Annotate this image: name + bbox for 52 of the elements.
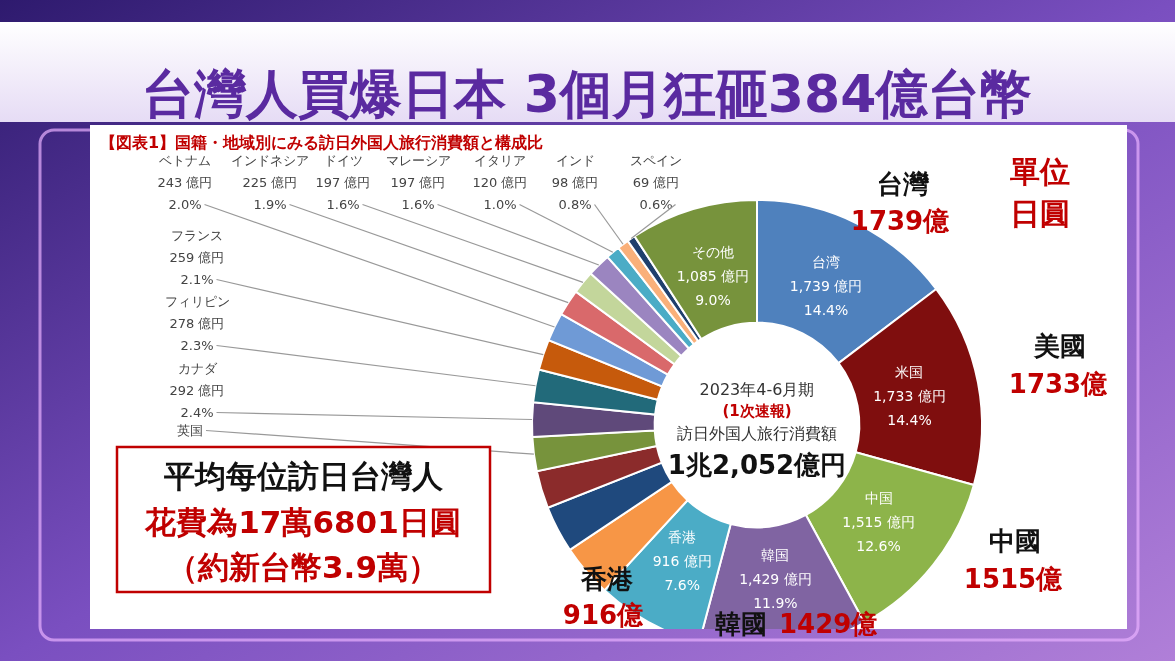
- data-label: 1,515 億円 12.6%: [842, 513, 915, 554]
- data-label: 120 億円 1.0%: [472, 175, 528, 212]
- slice-label: マレーシア: [385, 153, 451, 168]
- text: 日圓: [1010, 196, 1070, 231]
- slice-label: インドネシア: [231, 153, 309, 168]
- slice-label: カナダ: [177, 361, 218, 376]
- text: 美國: [1033, 331, 1086, 361]
- slice-label: ベトナム: [159, 153, 211, 168]
- text: 2023年4-6月期: [699, 380, 815, 399]
- text: 1733億: [1008, 369, 1109, 399]
- slice-label: スペイン: [630, 153, 682, 168]
- data-label: 916 億円 7.6%: [652, 553, 712, 594]
- chart-subtitle: 【図表1】国籍・地域別にみる訪日外国人旅行消費額と構成比: [100, 133, 544, 152]
- text: 1兆2,052億円: [667, 450, 847, 480]
- data-label: 1,733 億円 14.4%: [873, 387, 946, 428]
- chart-title: 台灣人買爆日本 3個月狂砸384億台幣: [141, 64, 1033, 124]
- text: 1515億: [963, 564, 1064, 594]
- text: 韓國: [715, 609, 767, 639]
- text: 台灣: [877, 169, 930, 199]
- data-label: 69 億円 0.6%: [632, 175, 680, 212]
- data-label: 225 億円 1.9%: [242, 175, 298, 212]
- text: 平均每位訪日台灣人: [162, 458, 444, 494]
- text: 916億: [562, 600, 645, 630]
- data-label: 98 億円 0.8%: [551, 175, 599, 212]
- slice-label: 中国: [864, 489, 893, 506]
- slice-label: 香港: [668, 529, 697, 546]
- slice-label: インド: [555, 153, 595, 168]
- slice-label: 韓国: [761, 547, 790, 564]
- data-label: 259 億円 2.1%: [169, 250, 225, 287]
- data-label: 243 億円 2.0%: [157, 175, 213, 212]
- data-label: 292 億円 2.4%: [169, 383, 225, 420]
- text: 訪日外国人旅行消費額: [677, 424, 837, 443]
- data-label: 197 億円 1.6%: [315, 175, 371, 212]
- slice-label: ドイツ: [323, 153, 363, 168]
- slice-label: フランス: [171, 228, 223, 243]
- data-label: 197 億円 1.6%: [390, 175, 446, 212]
- text: 花費為17萬6801日圓: [144, 504, 461, 540]
- text: 1739億: [850, 206, 951, 236]
- data-label: 1,085 億円 9.0%: [676, 268, 750, 309]
- slice-label: 英国: [177, 423, 203, 438]
- slice-label: 米国: [895, 363, 924, 380]
- text: （約新台幣3.9萬）: [167, 549, 439, 585]
- text: 中國: [989, 526, 1041, 556]
- data-label: 1,429 億円 11.9%: [739, 571, 812, 612]
- slice-label: フィリピン: [164, 294, 230, 309]
- text: (1次速報): [722, 402, 792, 420]
- data-label: 1,739 億円 14.4%: [789, 277, 863, 318]
- slice-label: 台湾: [812, 253, 841, 270]
- data-label: 278 億円 2.3%: [169, 316, 225, 353]
- text: 單位: [1010, 154, 1070, 189]
- slice-label: その他: [691, 244, 734, 261]
- slice-label: イタリア: [474, 153, 526, 168]
